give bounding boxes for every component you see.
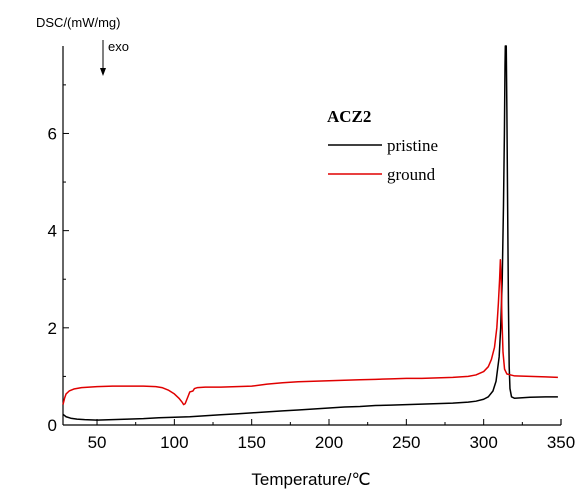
x-tick-label: 300 bbox=[469, 433, 497, 452]
legend-label-ground: ground bbox=[387, 165, 436, 184]
x-ticks: 50 100 150 200 250 300 350 bbox=[88, 419, 575, 452]
x-axis-label: Temperature/℃ bbox=[251, 470, 370, 489]
legend: ACZ2 pristine ground bbox=[327, 107, 438, 184]
y-tick-label: 2 bbox=[48, 319, 57, 338]
y-tick-label: 4 bbox=[48, 222, 57, 241]
x-tick-label: 100 bbox=[160, 433, 188, 452]
x-tick-label: 150 bbox=[237, 433, 265, 452]
series-line-ground bbox=[62, 259, 558, 406]
x-tick-label: 350 bbox=[547, 433, 575, 452]
y-tick-label: 0 bbox=[48, 416, 57, 435]
plot-area: 50 100 150 200 250 300 350 0 2 4 6 ACZ2 pristine gr… bbox=[48, 45, 575, 452]
legend-title: ACZ2 bbox=[327, 107, 371, 126]
x-tick-label: 50 bbox=[88, 433, 107, 452]
y-axis-label: DSC/(mW/mg) bbox=[36, 15, 121, 30]
series-layer bbox=[62, 45, 558, 421]
x-tick-label: 250 bbox=[392, 433, 420, 452]
series-line-pristine bbox=[62, 45, 558, 421]
exo-annotation: exo bbox=[108, 39, 129, 54]
x-tick-label: 200 bbox=[315, 433, 343, 452]
exo-arrow-head bbox=[100, 68, 106, 76]
legend-label-pristine: pristine bbox=[387, 136, 438, 155]
y-ticks: 0 2 4 6 bbox=[48, 84, 69, 435]
y-tick-label: 6 bbox=[48, 124, 57, 143]
